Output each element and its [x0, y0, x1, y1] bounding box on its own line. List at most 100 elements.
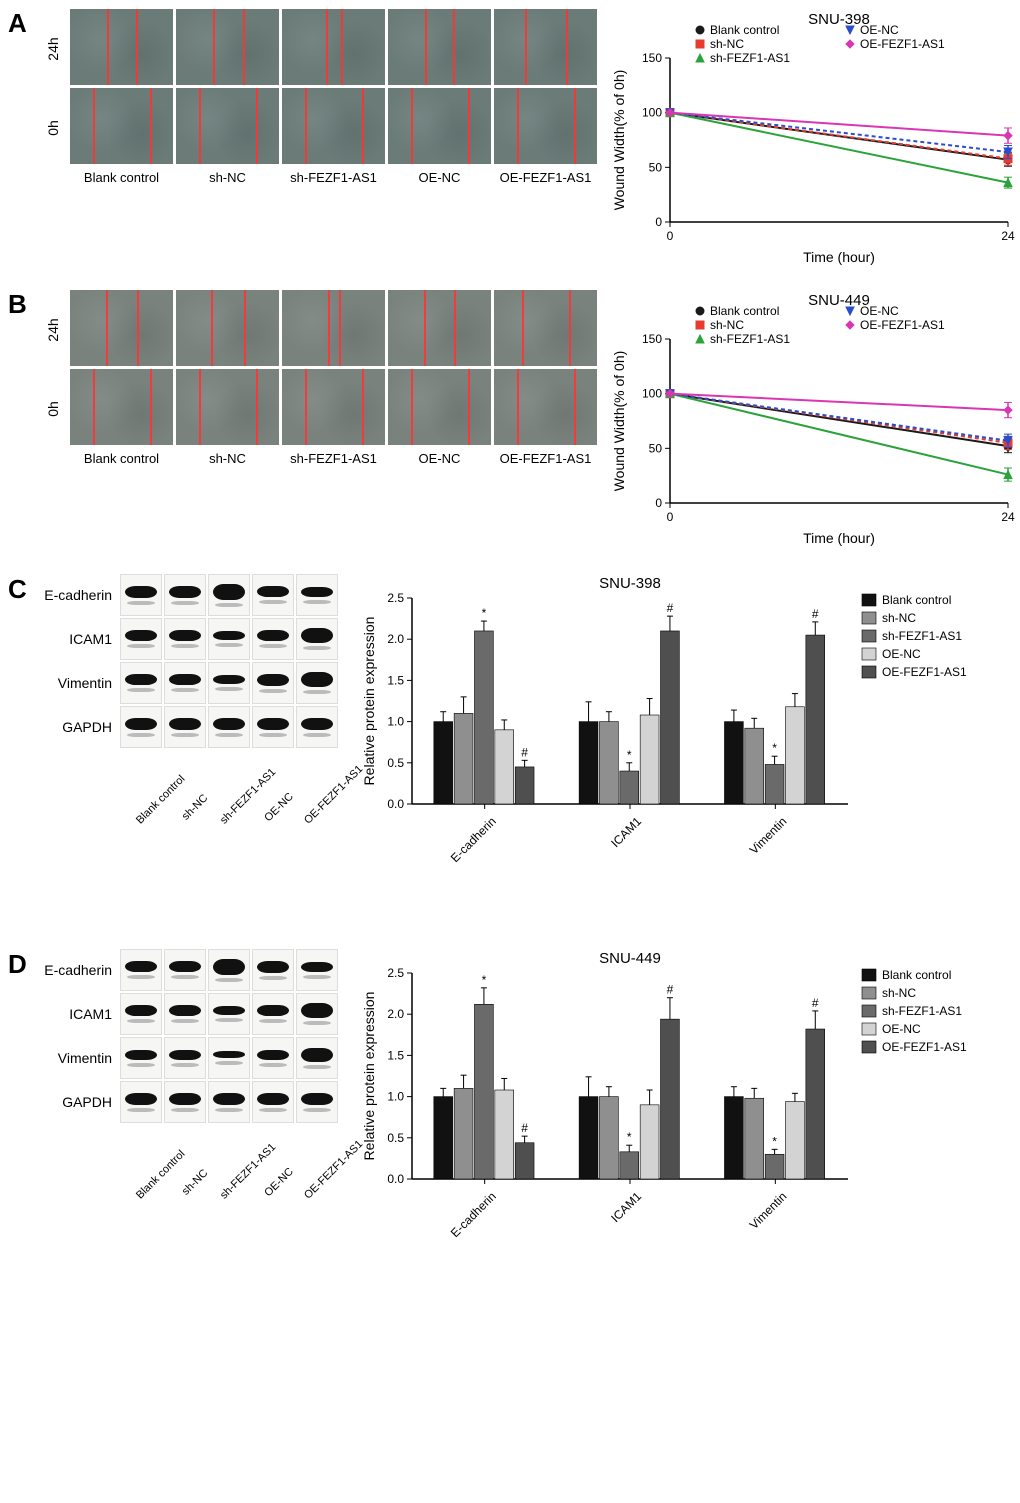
microscopy-cell — [387, 289, 492, 367]
svg-text:sh-FEZF1-AS1: sh-FEZF1-AS1 — [710, 51, 790, 65]
microscopy-cell — [493, 368, 598, 446]
svg-text:2.0: 2.0 — [387, 1007, 404, 1021]
svg-text:ICAM1: ICAM1 — [608, 814, 644, 850]
wb-protein-label: E-cadherin — [38, 574, 118, 616]
svg-text:E-cadherin: E-cadherin — [448, 814, 499, 865]
svg-text:0.0: 0.0 — [387, 1172, 404, 1186]
microscopy-col-label: sh-NC — [175, 447, 280, 466]
svg-text:Relative protein expression: Relative protein expression — [361, 992, 377, 1161]
wb-band — [120, 1081, 162, 1123]
svg-text:2.0: 2.0 — [387, 632, 404, 646]
wb-band — [208, 993, 250, 1035]
svg-text:sh-FEZF1-AS1: sh-FEZF1-AS1 — [882, 629, 962, 643]
wb-band — [252, 993, 294, 1035]
svg-text:2.5: 2.5 — [387, 966, 404, 980]
svg-text:Wound Width(% of 0h): Wound Width(% of 0h) — [611, 70, 627, 211]
microscopy-col-label: OE-FEZF1-AS1 — [493, 447, 598, 466]
wb-band — [208, 618, 250, 660]
wb-band — [164, 1037, 206, 1079]
svg-text:0: 0 — [655, 496, 662, 510]
wb-band — [164, 706, 206, 748]
wb-band — [120, 618, 162, 660]
wb-band — [164, 662, 206, 704]
svg-text:Blank control: Blank control — [882, 968, 951, 982]
wb-band — [120, 1037, 162, 1079]
svg-text:OE-NC: OE-NC — [860, 23, 899, 37]
svg-text:0: 0 — [667, 229, 674, 243]
wb-lane-label: Blank control — [134, 788, 172, 826]
svg-text:sh-FEZF1-AS1: sh-FEZF1-AS1 — [882, 1004, 962, 1018]
microscopy-col-label: Blank control — [69, 447, 174, 466]
svg-text:100: 100 — [642, 387, 662, 401]
wb-band — [252, 949, 294, 991]
microscopy-cell — [493, 87, 598, 165]
panel-a-microscopy: 24h0hBlank controlsh-NCsh-FEZF1-AS1OE-NC… — [38, 8, 598, 185]
svg-text:#: # — [812, 996, 819, 1010]
microscopy-cell — [69, 289, 174, 367]
svg-text:1.5: 1.5 — [387, 673, 404, 687]
wb-lane-label: OE-FEZF1-AS1 — [302, 1163, 340, 1201]
svg-text:1.5: 1.5 — [387, 1048, 404, 1062]
microscopy-cell — [281, 368, 386, 446]
panel-c-gel: E-cadherinICAM1VimentinGAPDHBlank contro… — [38, 574, 338, 810]
panel-d: D E-cadherinICAM1VimentinGAPDHBlank cont… — [8, 949, 1012, 1254]
wb-band — [164, 1081, 206, 1123]
wb-band — [164, 993, 206, 1035]
microscopy-cell — [493, 289, 598, 367]
svg-text:OE-FEZF1-AS1: OE-FEZF1-AS1 — [882, 665, 967, 679]
microscopy-col-label: Blank control — [69, 166, 174, 185]
svg-text:sh-NC: sh-NC — [882, 986, 916, 1000]
svg-text:24: 24 — [1001, 510, 1015, 524]
svg-text:2.5: 2.5 — [387, 591, 404, 605]
microscopy-cell — [387, 8, 492, 86]
svg-text:Time (hour): Time (hour) — [803, 530, 875, 546]
panel-c-label: C — [8, 574, 27, 605]
wb-lane-label: OE-NC — [260, 788, 298, 826]
svg-text:SNU-449: SNU-449 — [599, 950, 661, 967]
svg-text:0: 0 — [667, 510, 674, 524]
microscopy-col-label: sh-FEZF1-AS1 — [281, 447, 386, 466]
svg-text:24: 24 — [1001, 229, 1015, 243]
wb-band — [252, 1037, 294, 1079]
svg-text:0: 0 — [655, 215, 662, 229]
microscopy-cell — [387, 87, 492, 165]
svg-text:#: # — [667, 601, 674, 615]
wb-lane-label: OE-NC — [260, 1163, 298, 1201]
wb-band — [208, 706, 250, 748]
svg-text:Time (hour): Time (hour) — [803, 249, 875, 265]
wb-lane-label: sh-NC — [176, 1163, 214, 1201]
panel-d-gel: E-cadherinICAM1VimentinGAPDHBlank contro… — [38, 949, 338, 1185]
svg-text:100: 100 — [642, 106, 662, 120]
wb-band — [252, 706, 294, 748]
microscopy-cell — [69, 368, 174, 446]
panel-d-label: D — [8, 949, 27, 980]
wb-band — [208, 662, 250, 704]
microscopy-cell — [175, 289, 280, 367]
wb-band — [120, 706, 162, 748]
wb-band — [252, 1081, 294, 1123]
svg-text:Blank control: Blank control — [882, 593, 951, 607]
microscopy-cell — [175, 368, 280, 446]
microscopy-col-label: OE-FEZF1-AS1 — [493, 166, 598, 185]
svg-text:#: # — [521, 1121, 528, 1135]
microscopy-cell — [493, 8, 598, 86]
wb-band — [208, 949, 250, 991]
wb-lane-label: sh-NC — [176, 788, 214, 826]
wb-band — [296, 618, 338, 660]
wb-band — [296, 949, 338, 991]
svg-text:Blank control: Blank control — [710, 304, 779, 318]
svg-text:50: 50 — [649, 160, 663, 174]
microscopy-cell — [387, 368, 492, 446]
wb-protein-label: GAPDH — [38, 1081, 118, 1123]
svg-text:1.0: 1.0 — [387, 715, 404, 729]
svg-text:ICAM1: ICAM1 — [608, 1189, 644, 1225]
wb-band — [252, 574, 294, 616]
wb-band — [296, 574, 338, 616]
wb-lane-label: OE-FEZF1-AS1 — [302, 788, 340, 826]
svg-text:#: # — [521, 745, 528, 759]
svg-text:0.5: 0.5 — [387, 756, 404, 770]
microscopy-cell — [69, 87, 174, 165]
microscopy-cell — [175, 87, 280, 165]
svg-text:150: 150 — [642, 332, 662, 346]
figure: A 24h0hBlank controlsh-NCsh-FEZF1-AS1OE-… — [8, 8, 1012, 1254]
